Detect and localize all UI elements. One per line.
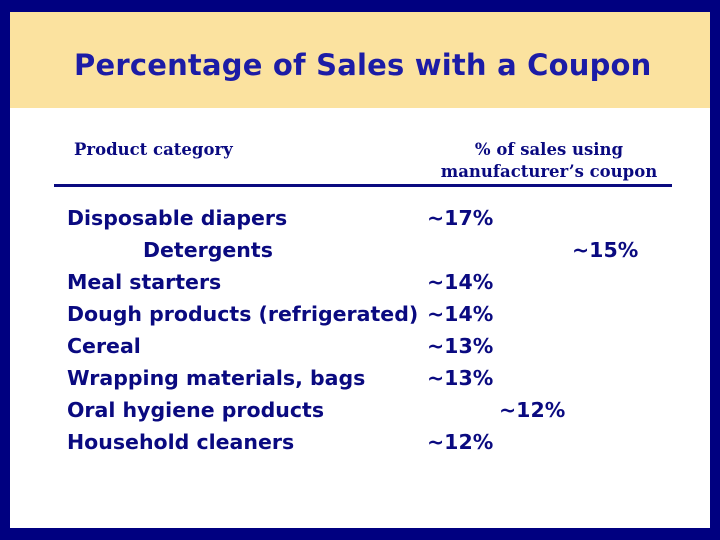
slide-title: Percentage of Sales with a Coupon: [74, 48, 652, 82]
row-percent: ~13%: [427, 366, 494, 390]
table-row: Wrapping materials, bags ~13%: [10, 362, 710, 394]
table-row: Dough products (refrigerated) ~14%: [10, 298, 710, 330]
table-row: Oral hygiene products ~12%: [10, 394, 710, 426]
table-row: Disposable diapers ~17%: [10, 202, 710, 234]
row-percent: ~14%: [427, 270, 494, 294]
column-header-percent: % of sales using manufacturer’s coupon: [430, 139, 668, 183]
column-header-percent-line2: manufacturer’s coupon: [440, 162, 658, 181]
row-percent: ~12%: [499, 398, 566, 422]
slide: Percentage of Sales with a Coupon Produc…: [10, 12, 710, 528]
row-category: Household cleaners: [67, 430, 295, 454]
row-category: Detergents: [143, 238, 273, 262]
row-percent: ~15%: [572, 238, 639, 262]
row-category: Meal starters: [67, 270, 222, 294]
column-header-category: Product category: [74, 140, 233, 159]
header-divider: [54, 184, 672, 187]
row-category: Oral hygiene products: [67, 398, 325, 422]
table-row: Meal starters ~14%: [10, 266, 710, 298]
row-category: Dough products (refrigerated): [67, 302, 419, 326]
row-category: Wrapping materials, bags: [67, 366, 366, 390]
table-row: Cereal ~13%: [10, 330, 710, 362]
table-row: Detergents ~15%: [10, 234, 710, 266]
table-row: Household cleaners ~12%: [10, 426, 710, 458]
row-category: Cereal: [67, 334, 141, 358]
row-percent: ~13%: [427, 334, 494, 358]
column-header-percent-line1: % of sales using: [474, 140, 624, 159]
row-percent: ~12%: [427, 430, 494, 454]
title-band: Percentage of Sales with a Coupon: [10, 12, 710, 108]
row-category: Disposable diapers: [67, 206, 288, 230]
row-percent: ~17%: [427, 206, 494, 230]
row-percent: ~14%: [427, 302, 494, 326]
